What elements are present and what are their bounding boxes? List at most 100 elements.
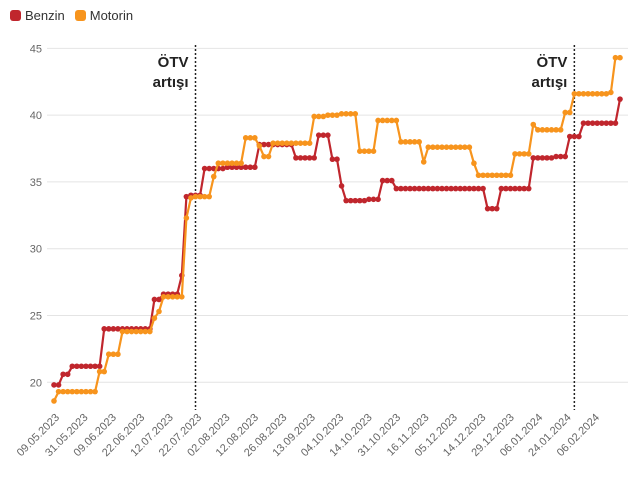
data-point [379, 117, 386, 124]
data-point [347, 197, 354, 204]
data-point [452, 144, 459, 150]
data-point [110, 326, 117, 332]
data-point [393, 117, 400, 124]
data-point [361, 148, 368, 155]
data-point [302, 140, 308, 146]
data-point [439, 185, 445, 192]
data-point [539, 155, 546, 161]
data-point [507, 185, 514, 192]
data-point [334, 156, 340, 163]
data-point [366, 196, 372, 203]
data-point [215, 160, 222, 167]
data-point [457, 185, 464, 192]
data-point [493, 172, 500, 179]
data-point [471, 160, 477, 167]
data-point [498, 172, 505, 179]
data-point [521, 185, 527, 192]
data-point [306, 155, 313, 161]
data-point [480, 172, 486, 179]
legend-item-benzin[interactable]: Benzin [10, 8, 65, 23]
data-point [320, 132, 327, 138]
data-point [169, 294, 176, 300]
data-point [379, 177, 386, 184]
data-point [220, 165, 226, 172]
data-point [393, 185, 400, 192]
data-point [311, 155, 317, 161]
data-point [128, 328, 135, 335]
data-point [475, 185, 482, 192]
data-point [206, 193, 212, 200]
data-point [51, 382, 57, 388]
data-point [384, 117, 391, 124]
series-line-motorin [53, 56, 620, 402]
annotation-label: artışı [153, 74, 189, 91]
data-point [420, 185, 427, 192]
data-point [201, 165, 208, 172]
data-point [388, 117, 395, 124]
data-point [238, 164, 244, 171]
data-point [83, 363, 89, 370]
data-point [242, 135, 249, 141]
data-point [229, 160, 235, 167]
data-point [425, 144, 432, 150]
data-point [92, 363, 98, 370]
data-point [608, 120, 614, 126]
data-point [60, 371, 66, 378]
data-point [343, 197, 349, 204]
data-point [402, 139, 409, 145]
data-point [55, 388, 62, 395]
data-point [452, 185, 459, 192]
legend-item-motorin[interactable]: Motorin [74, 8, 133, 23]
data-point [562, 109, 569, 116]
data-point [165, 294, 171, 300]
data-point [233, 160, 240, 167]
data-point [329, 156, 336, 163]
data-point [407, 185, 413, 192]
data-point [448, 185, 454, 192]
data-point [229, 164, 235, 171]
data-point [279, 140, 286, 146]
data-point [283, 140, 290, 146]
data-point [535, 127, 541, 133]
data-point [201, 193, 208, 200]
data-point [484, 205, 491, 212]
data-point [69, 363, 76, 370]
data-point [357, 148, 363, 155]
data-point [430, 185, 436, 192]
data-point [69, 388, 76, 395]
data-point [434, 185, 441, 192]
series [51, 54, 623, 404]
data-point [115, 326, 121, 332]
data-point [430, 144, 436, 150]
data-point [265, 141, 272, 148]
data-point [411, 185, 418, 192]
data-point [507, 172, 514, 179]
data-point [105, 351, 112, 358]
data-point [370, 196, 377, 203]
data-point [598, 120, 605, 126]
data-point [352, 111, 359, 117]
data-point [105, 326, 112, 332]
data-point [288, 140, 295, 146]
legend-swatch-motorin [74, 10, 86, 21]
data-point [416, 139, 422, 145]
data-point [174, 294, 181, 300]
data-point [398, 139, 404, 145]
data-point [388, 177, 395, 184]
data-point [489, 205, 495, 212]
data-point [585, 120, 591, 126]
series-line-benzin [54, 98, 622, 387]
data-point [261, 153, 267, 160]
data-point [571, 133, 578, 140]
data-point [562, 153, 569, 160]
data-point [137, 328, 144, 335]
data-point [306, 140, 313, 146]
data-point [78, 363, 85, 370]
data-point [525, 151, 532, 157]
data-point [448, 144, 454, 150]
data-point [256, 143, 263, 149]
data-point [530, 155, 537, 161]
data-point [261, 141, 267, 148]
data-point [475, 172, 482, 179]
data-point [516, 151, 523, 157]
